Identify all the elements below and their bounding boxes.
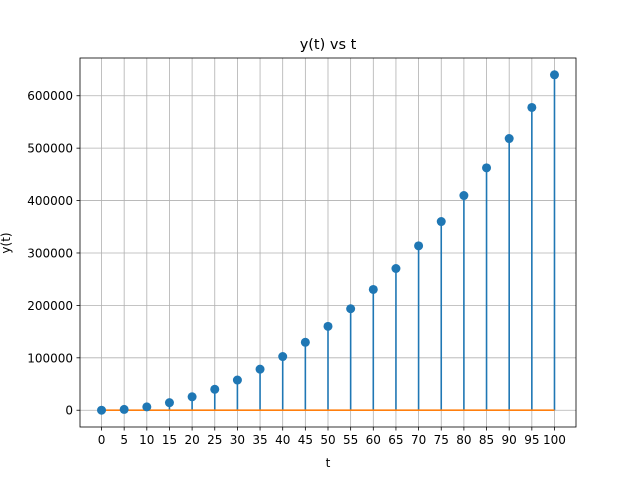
y-tick-label: 300000 [27,246,73,260]
stem-lines [123,74,556,411]
x-tick-label: 0 [98,433,106,447]
x-tick-label: 60 [366,433,381,447]
x-axis-label: t [326,456,331,470]
x-tick-label: 50 [320,433,335,447]
data-point [255,364,265,374]
x-tick-label: 35 [252,433,267,447]
data-point [414,241,424,251]
x-tick-label: 80 [456,433,471,447]
data-point [346,304,356,314]
x-tick-label: 15 [162,433,177,447]
data-point [459,191,469,201]
data-point [278,352,288,362]
chart-title: y(t) vs t [300,37,357,53]
data-point [549,70,559,80]
markers [97,70,559,415]
x-tick-label: 45 [298,433,313,447]
x-tick-label: 95 [524,433,539,447]
y-tick-label: 400000 [27,194,73,208]
x-tick-label: 30 [230,433,245,447]
x-tick-label: 25 [207,433,222,447]
data-point [97,405,107,415]
data-point [391,263,401,273]
x-tick-label: 70 [411,433,426,447]
x-tick-label: 65 [388,433,403,447]
x-tick-label: 85 [479,433,494,447]
x-tick-label: 10 [139,433,154,447]
y-ticks: 0 100000 200000 300000 400000 500000 600000 [27,89,80,418]
data-point [210,384,220,394]
y-tick-label: 200000 [27,299,73,313]
x-tick-label: 20 [184,433,199,447]
data-point [300,337,310,347]
x-tick-label: 55 [343,433,358,447]
data-point [142,402,152,412]
y-tick-label: 100000 [27,351,73,365]
data-point [436,217,446,227]
y-tick-label: 600000 [27,89,73,103]
data-point [232,375,242,385]
x-tick-label: 90 [502,433,517,447]
x-tick-label: 100 [543,433,566,447]
data-point [323,321,333,331]
data-point [187,392,197,402]
y-tick-label: 500000 [27,142,73,156]
y-axis-label: y(t) [0,232,13,253]
data-point [368,284,378,294]
x-tick-label: 75 [434,433,449,447]
x-tick-label: 40 [275,433,290,447]
data-point [164,398,174,408]
y-tick-label: 0 [65,404,73,418]
data-point [504,134,514,144]
x-tick-label: 5 [120,433,128,447]
data-point [482,163,492,173]
data-point [119,404,129,414]
data-point [527,102,537,112]
x-ticks: 0 5 10 15 20 25 30 35 40 45 50 55 60 65 70 75 80 85 90 95 10… [98,427,566,447]
